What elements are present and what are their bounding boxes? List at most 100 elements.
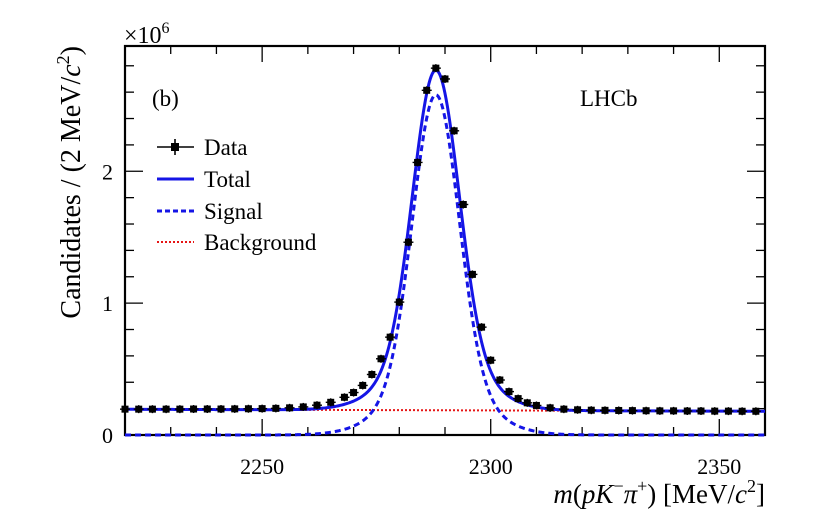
data-point-marker xyxy=(523,399,531,407)
y-exponent-label: ×106 xyxy=(124,20,170,49)
data-point xyxy=(723,407,734,416)
data-point-marker xyxy=(299,403,307,411)
data-point-marker xyxy=(505,388,513,396)
data-point xyxy=(467,270,478,279)
data-point xyxy=(339,393,350,402)
data-point-marker xyxy=(244,405,252,413)
data-point xyxy=(668,406,679,415)
data-point xyxy=(298,402,309,411)
data-point xyxy=(696,407,706,416)
data-point-marker xyxy=(441,75,449,83)
y-tick-label: 1 xyxy=(102,291,113,316)
legend-label-total: Total xyxy=(204,167,251,192)
experiment-label: LHCb xyxy=(580,86,638,111)
data-point xyxy=(558,405,569,414)
data-point xyxy=(120,405,130,414)
data-point-marker xyxy=(340,393,348,401)
data-point-marker xyxy=(414,158,422,166)
data-point-marker xyxy=(368,370,376,378)
data-point xyxy=(494,376,505,385)
data-point xyxy=(348,388,359,397)
data-point xyxy=(284,403,295,412)
data-point-marker xyxy=(724,407,732,415)
data-point-marker xyxy=(190,405,198,413)
data-point-marker xyxy=(642,407,650,415)
data-point-marker xyxy=(377,355,385,363)
legend-label-signal: Signal xyxy=(204,199,263,224)
data-point xyxy=(202,405,213,414)
data-point xyxy=(216,405,226,414)
data-point xyxy=(133,405,144,414)
data-point-marker xyxy=(203,405,211,413)
data-point xyxy=(257,404,268,413)
data-point xyxy=(600,406,610,415)
data-point xyxy=(403,238,414,247)
axis-tick-labels: 2250 2300 2350 0 1 2 xyxy=(102,159,741,479)
data-point-marker xyxy=(162,405,170,413)
data-point-marker xyxy=(423,86,431,94)
data-point-marker xyxy=(532,401,540,409)
data-point-marker xyxy=(656,407,664,415)
x-tick-label: 2350 xyxy=(697,454,741,479)
data-point-marker xyxy=(711,407,719,415)
data-point-marker xyxy=(487,356,495,364)
legend: Data Total Signal Background xyxy=(157,135,317,255)
y-axis-title: Candidates / (2 MeV/c2) xyxy=(53,46,87,319)
data-point xyxy=(572,405,583,414)
data-point xyxy=(654,406,665,415)
data-point xyxy=(385,333,396,342)
data-points xyxy=(120,64,761,416)
data-point-marker xyxy=(459,201,467,209)
data-point xyxy=(613,406,624,415)
data-point xyxy=(504,387,514,396)
data-point xyxy=(458,200,469,209)
data-point-marker xyxy=(404,238,412,246)
data-point xyxy=(682,407,693,416)
data-point-marker xyxy=(628,407,636,415)
data-point xyxy=(440,74,450,83)
legend-label-background: Background xyxy=(204,230,317,255)
data-point xyxy=(586,406,597,415)
data-point-marker xyxy=(738,407,746,415)
data-point xyxy=(641,406,652,415)
x-axis-title: m(pK−π+) [MeV/c2] xyxy=(553,476,765,509)
data-point xyxy=(325,398,336,407)
data-point-marker xyxy=(752,407,760,415)
data-point-marker xyxy=(683,407,691,415)
x-tick-label: 2250 xyxy=(240,454,284,479)
panel-label: (b) xyxy=(152,86,179,111)
data-point-marker xyxy=(478,323,486,331)
legend-entry-background: Background xyxy=(157,230,317,255)
data-point-marker xyxy=(231,405,239,413)
data-point xyxy=(366,370,377,379)
y-tick-label: 2 xyxy=(102,159,113,184)
data-point-marker xyxy=(670,407,678,415)
data-point xyxy=(412,158,423,167)
legend-entry-data: Data xyxy=(157,135,247,160)
data-point-marker xyxy=(135,405,143,413)
data-point xyxy=(449,126,460,135)
data-point xyxy=(522,398,533,407)
data-point-marker xyxy=(258,405,266,413)
signal-curve xyxy=(125,93,765,437)
data-point xyxy=(627,406,638,415)
data-point-marker xyxy=(395,298,403,306)
data-point xyxy=(357,381,368,390)
data-point-marker xyxy=(697,407,705,415)
data-point xyxy=(421,86,432,95)
data-point-marker xyxy=(327,398,335,406)
data-point xyxy=(750,407,761,416)
data-point xyxy=(174,405,185,414)
data-point xyxy=(531,401,542,410)
data-point-marker xyxy=(386,333,394,341)
data-point-marker xyxy=(560,405,568,413)
data-point xyxy=(394,298,405,307)
data-point xyxy=(376,354,386,363)
data-point-marker xyxy=(148,405,156,413)
legend-label-data: Data xyxy=(204,135,247,160)
axis-ticks xyxy=(124,46,766,436)
data-point-marker xyxy=(121,405,129,413)
data-point xyxy=(545,403,556,412)
data-point xyxy=(476,323,487,332)
